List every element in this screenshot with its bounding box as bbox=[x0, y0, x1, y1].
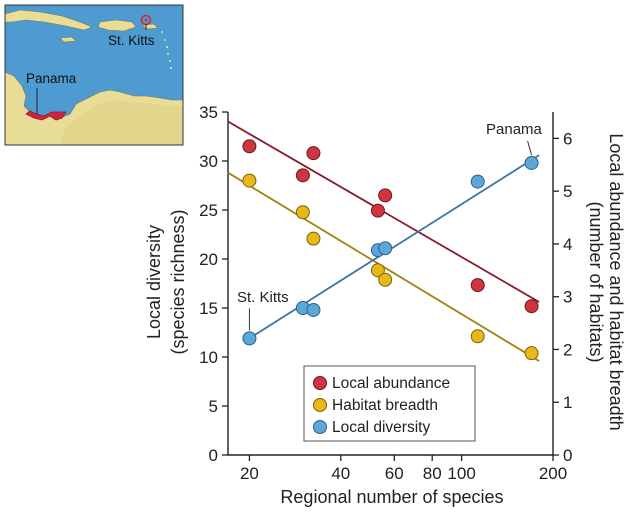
y-right-tick-label: 4 bbox=[563, 235, 572, 254]
y-left-tick-label: 10 bbox=[199, 348, 218, 367]
point-local-diversity bbox=[470, 174, 485, 189]
legend: Local abundance Habitat breadth Local di… bbox=[303, 365, 476, 442]
x-tick-label: 60 bbox=[385, 464, 404, 483]
x-tick-label: 80 bbox=[423, 464, 442, 483]
map-label-panama: Panama bbox=[26, 71, 77, 86]
y-axis-right-title-line2: (number of habitats) bbox=[586, 201, 606, 362]
map-island-cuba bbox=[5, 9, 93, 31]
annotation-st-kitts: St. Kitts bbox=[237, 289, 289, 306]
map-island-hispaniola bbox=[97, 19, 137, 32]
y-right-tick-label: 3 bbox=[563, 288, 572, 307]
point-local-diversity bbox=[306, 302, 321, 317]
y-right-tick-label: 2 bbox=[563, 340, 572, 359]
annotation-panama: Panama bbox=[486, 121, 543, 138]
y-axis-right-title-line1: Local abundance and habitat breadth bbox=[606, 133, 626, 430]
y-axis-left-title-line1: Local diversity bbox=[144, 225, 164, 339]
y-axis-right-ticks: 0 1 2 3 4 5 6 bbox=[553, 129, 572, 465]
point-local-abundance bbox=[242, 139, 257, 154]
y-left-tick-label: 0 bbox=[209, 446, 218, 465]
y-right-tick-label: 0 bbox=[563, 446, 572, 465]
legend-marker-local-diversity bbox=[313, 420, 327, 434]
map-south-america bbox=[60, 100, 183, 145]
point-habitat-breadth bbox=[295, 205, 310, 220]
point-local-diversity bbox=[378, 241, 393, 256]
point-habitat-breadth bbox=[470, 329, 485, 344]
y-right-tick-label: 1 bbox=[563, 393, 572, 412]
plot-area bbox=[227, 112, 554, 456]
y-axis-left-ticks: 0 5 10 15 20 25 30 35 bbox=[199, 103, 228, 465]
annotation-lines bbox=[248, 140, 533, 331]
x-tick-label: 100 bbox=[447, 464, 475, 483]
x-axis-title: Regional number of species bbox=[280, 487, 503, 507]
point-local-abundance bbox=[306, 146, 321, 161]
x-tick-label: 20 bbox=[240, 464, 259, 483]
legend-marker-habitat-breadth bbox=[313, 398, 327, 412]
legend-label-local-abundance: Local abundance bbox=[332, 375, 450, 392]
legend-label-local-diversity: Local diversity bbox=[332, 419, 430, 436]
y-left-tick-label: 30 bbox=[199, 152, 218, 171]
map-label-st-kitts: St. Kitts bbox=[108, 33, 155, 48]
point-local-diversity bbox=[242, 331, 257, 346]
point-habitat-breadth bbox=[524, 346, 539, 361]
point-habitat-breadth bbox=[242, 173, 257, 188]
x-axis-ticks: 20 40 60 80 100 200 bbox=[240, 455, 567, 483]
point-local-abundance bbox=[470, 278, 485, 293]
point-habitat-breadth bbox=[306, 231, 321, 246]
point-local-abundance bbox=[524, 299, 539, 314]
point-local-abundance bbox=[295, 168, 310, 183]
legend-box bbox=[303, 365, 476, 442]
y-axis-left-title-line2: (species richness) bbox=[168, 209, 188, 354]
point-habitat-breadth bbox=[378, 272, 393, 287]
y-right-tick-label: 6 bbox=[563, 129, 572, 148]
fit-line-local-diversity bbox=[248, 154, 540, 340]
point-habitat-breadth bbox=[370, 263, 385, 278]
y-left-tick-label: 20 bbox=[199, 250, 218, 269]
x-tick-label: 40 bbox=[331, 464, 350, 483]
map-panama-highlight bbox=[25, 110, 67, 121]
fit-lines bbox=[227, 120, 540, 362]
legend-marker-local-abundance bbox=[313, 376, 327, 390]
y-left-tick-label: 25 bbox=[199, 201, 218, 220]
map-island-jamaica bbox=[59, 36, 77, 43]
y-left-tick-label: 5 bbox=[209, 397, 218, 416]
y-right-tick-label: 5 bbox=[563, 182, 572, 201]
data-points bbox=[242, 139, 539, 361]
y-left-tick-label: 15 bbox=[199, 299, 218, 318]
inset-map: Panama St. Kitts bbox=[4, 4, 184, 146]
legend-label-habitat-breadth: Habitat breadth bbox=[332, 397, 438, 414]
point-local-diversity bbox=[524, 155, 539, 170]
x-tick-label: 200 bbox=[539, 464, 567, 483]
y-left-tick-label: 35 bbox=[199, 103, 218, 122]
point-local-abundance bbox=[378, 188, 393, 203]
annotation-leader bbox=[527, 140, 533, 156]
point-local-abundance bbox=[370, 203, 385, 218]
